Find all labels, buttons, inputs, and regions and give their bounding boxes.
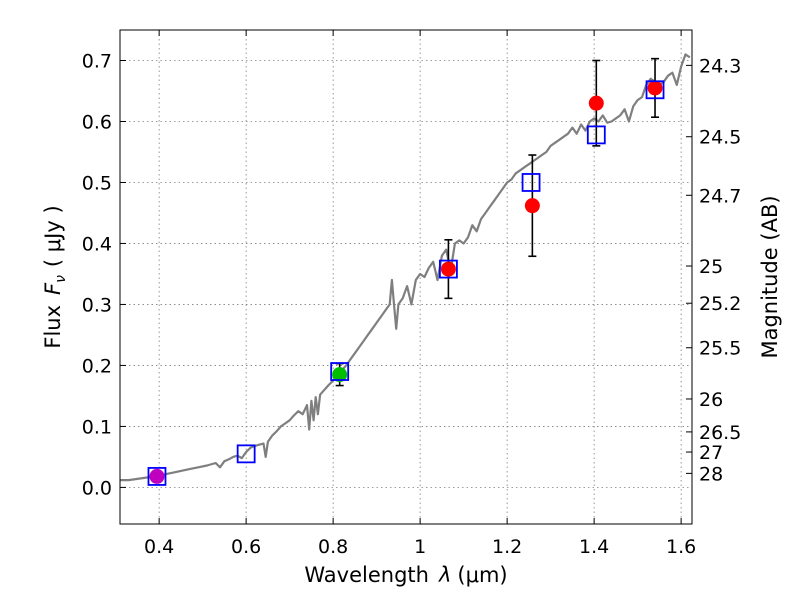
x-tick-label: 0.4 bbox=[144, 536, 174, 558]
observed-data-point bbox=[440, 261, 456, 277]
y2-tick-label: 25 bbox=[699, 256, 723, 278]
plot-background bbox=[120, 30, 692, 524]
x-axis-title: Wavelength λ (μm) bbox=[304, 563, 507, 587]
y-tick-label: 0.6 bbox=[82, 111, 112, 133]
observed-data-point bbox=[149, 468, 165, 484]
y-tick-label: 0.1 bbox=[82, 416, 112, 438]
observed-data-point bbox=[647, 80, 663, 96]
y-tick-label: 0.0 bbox=[82, 477, 112, 499]
y2-tick-label: 28 bbox=[699, 463, 723, 485]
y2-tick-label: 25.2 bbox=[699, 293, 741, 315]
y-tick-label: 0.2 bbox=[82, 355, 112, 377]
x-tick-label: 0.6 bbox=[231, 536, 261, 558]
model-photometry-square bbox=[586, 125, 606, 145]
y-tick-label: 0.5 bbox=[82, 172, 112, 194]
y2-tick-label: 24.5 bbox=[699, 127, 741, 149]
model-photometry-square bbox=[439, 259, 458, 279]
model-photometry-square bbox=[236, 444, 256, 464]
grid-lines bbox=[120, 30, 692, 524]
y2-tick-label: 25.5 bbox=[699, 338, 741, 360]
plot-frame bbox=[119, 29, 693, 525]
y-axis-title: FluxFν( μJy ) bbox=[41, 205, 69, 348]
x-tick-label: 1 bbox=[414, 536, 426, 558]
y2-tick-label: 26 bbox=[699, 389, 723, 411]
data-layer bbox=[120, 53, 691, 486]
x-tick-label: 1.6 bbox=[666, 536, 696, 558]
y-tick-label: 0.3 bbox=[82, 294, 112, 316]
y2-axis-title: Magnitude (AB) bbox=[758, 195, 782, 358]
model-photometry-square bbox=[521, 173, 541, 192]
spectrum-line bbox=[120, 53, 691, 482]
y2-tick-label: 24.3 bbox=[699, 55, 741, 77]
x-tick-label: 1.2 bbox=[492, 536, 522, 558]
observed-data-point bbox=[588, 95, 604, 111]
axis-ticks: 0.4 0.6 0.8 1 1.2 1.4 1.6 0.0 0.1 0.2 0.3 0.4 0.5 0.6… bbox=[82, 30, 741, 558]
model-photometry-square bbox=[330, 362, 350, 381]
y2-tick-label: 24.7 bbox=[699, 185, 741, 207]
model-photometry-square bbox=[645, 80, 665, 100]
y2-tick-label: 27 bbox=[699, 442, 723, 464]
y2-tick-label: 26.5 bbox=[699, 422, 741, 444]
y-tick-label: 0.4 bbox=[82, 233, 112, 255]
y-tick-label: 0.7 bbox=[82, 50, 112, 72]
observed-data-point bbox=[524, 198, 540, 214]
observed-data-point bbox=[332, 367, 348, 383]
x-tick-label: 0.8 bbox=[318, 536, 348, 558]
model-photometry-square bbox=[147, 467, 167, 486]
x-tick-label: 1.4 bbox=[579, 536, 609, 558]
